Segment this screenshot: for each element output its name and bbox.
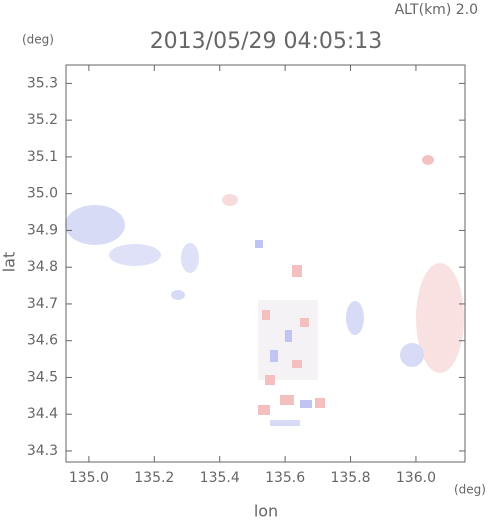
y-tick-label: 35.1 (27, 149, 58, 165)
y-unit: (deg) (22, 33, 54, 47)
y-tick-label: 34.4 (27, 406, 58, 422)
y-tick-label: 34.5 (27, 369, 58, 385)
x-unit: (deg) (454, 483, 486, 497)
y-tick-label: 34.8 (27, 259, 58, 275)
y-tick-label: 35.0 (27, 186, 58, 202)
y-tick-label: 34.7 (27, 296, 58, 312)
x-tick-label: 135.6 (265, 470, 305, 486)
x-tick-label: 135.0 (69, 470, 109, 486)
x-axis-label: lon (254, 502, 278, 521)
chart-title: 2013/05/29 04:05:13 (150, 29, 383, 54)
y-tick-label: 35.2 (27, 112, 58, 128)
x-tick-label: 136.0 (396, 470, 436, 486)
plot-frame (65, 64, 466, 463)
x-tick-label: 135.8 (330, 470, 370, 486)
y-tick-label: 34.9 (27, 222, 58, 238)
y-tick-label: 34.6 (27, 333, 58, 349)
y-tick-label: 34.3 (27, 443, 58, 459)
altitude-label: ALT(km) 2.0 (395, 2, 478, 18)
x-tick-label: 135.2 (134, 470, 174, 486)
y-axis-label: lat (0, 252, 19, 273)
x-tick-label: 135.4 (200, 470, 240, 486)
y-tick-label: 35.3 (27, 75, 58, 91)
radar-echoes (65, 155, 464, 426)
